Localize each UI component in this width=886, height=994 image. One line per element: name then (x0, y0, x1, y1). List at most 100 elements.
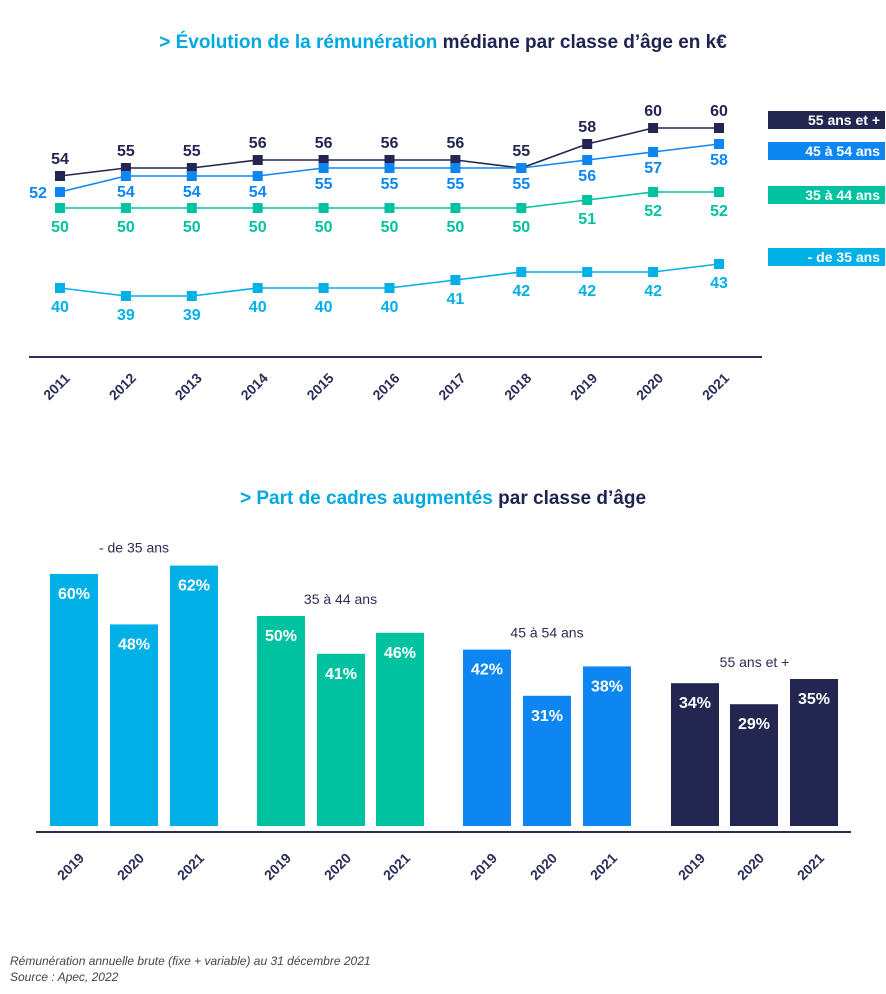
data-label-55-ans-et-2021: 60 (710, 103, 728, 120)
point-de-35-ans-2020 (648, 267, 659, 277)
bar-55-ans-et-2021 (790, 679, 838, 826)
salary-line-chart: 2011 2012 2013 2014 2015 2016 2017 2018 2019 2020… (29, 103, 885, 403)
bar-de-35-ans-2021 (170, 565, 218, 826)
data-label-35-44-ans-2016: 50 (381, 219, 399, 236)
footnote-source: Source : Apec, 2022 (10, 970, 119, 984)
point-45-54-ans-2012 (120, 171, 131, 181)
bar-label-45-54-ans-2019: 42% (471, 662, 503, 679)
bar-label-35-44-ans-2019: 50% (265, 628, 297, 645)
bar-55-ans-et-2020 (730, 704, 778, 826)
line-chart-title: > Évolution de la rémunération médiane p… (0, 32, 886, 54)
bar-de-35-ans-2020 (110, 624, 158, 826)
data-label-45-54-ans-2013: 54 (183, 184, 201, 201)
data-label-35-44-ans-2013: 50 (183, 219, 201, 236)
bar-label-55-ans-et-2019: 34% (679, 695, 711, 712)
point-de-35-ans-2019 (582, 267, 593, 277)
data-label-35-44-ans-2011: 50 (51, 219, 69, 236)
point-45-54-ans-2016 (384, 163, 395, 173)
point-35-44-ans-2011 (55, 203, 65, 213)
point-55-ans-et-2012 (120, 163, 131, 173)
point-de-35-ans-2018 (516, 267, 527, 277)
bar-label-45-54-ans-2020: 31% (531, 708, 563, 725)
bar-45-54-ans-2020 (523, 695, 571, 826)
data-label-35-44-ans-2020: 52 (644, 203, 662, 220)
point-35-44-ans-2013 (186, 203, 197, 213)
data-label-de-35-ans-2014: 40 (249, 299, 267, 316)
line-chart-title-accent: > Évolution de la rémunération (159, 32, 438, 53)
data-label-45-54-ans-2018: 55 (512, 176, 530, 193)
bar-tick-label-45-54-ans-2020: 2020 (527, 850, 560, 883)
bar-label-de-35-ans-2019: 60% (58, 586, 90, 603)
point-de-35-ans-2017 (450, 275, 461, 285)
point-de-35-ans-2021 (714, 259, 724, 269)
point-de-35-ans-2014 (252, 283, 263, 293)
group-label-de-35-ans: - de 35 ans (99, 540, 169, 556)
data-label-55-ans-et-2018: 55 (512, 143, 530, 160)
point-45-54-ans-2017 (450, 163, 461, 173)
bar-tick-label-35-44-ans-2020: 2020 (321, 850, 354, 883)
point-45-54-ans-2015 (318, 163, 329, 173)
point-55-ans-et-2011 (55, 171, 65, 181)
bar-label-de-35-ans-2020: 48% (118, 636, 150, 653)
data-label-de-35-ans-2019: 42 (578, 283, 596, 300)
data-label-45-54-ans-2017: 55 (447, 176, 465, 193)
point-35-44-ans-2019 (582, 195, 593, 205)
footnote-remuneration: Rémunération annuelle brute (fixe + vari… (10, 954, 371, 968)
line-chart-title-rest: médiane par classe d’âge en k€ (437, 32, 727, 53)
data-label-55-ans-et-2011: 54 (51, 151, 69, 168)
point-45-54-ans-2011 (55, 187, 65, 197)
point-55-ans-et-2015 (318, 155, 329, 165)
data-label-de-35-ans-2015: 40 (315, 299, 333, 316)
data-label-45-54-ans-2020: 57 (644, 160, 662, 177)
bar-tick-label-55-ans-et-2020: 2020 (734, 850, 767, 883)
data-label-35-44-ans-2018: 50 (512, 219, 530, 236)
legend-label-55-ans-et: 55 ans et + (808, 112, 880, 128)
bar-35-44-ans-2019 (257, 616, 305, 826)
data-label-55-ans-et-2017: 56 (447, 135, 465, 152)
point-55-ans-et-2020 (648, 123, 659, 133)
group-label-35-44-ans: 35 à 44 ans (304, 591, 377, 607)
data-label-35-44-ans-2017: 50 (447, 219, 465, 236)
point-35-44-ans-2014 (252, 203, 263, 213)
group-label-45-54-ans: 45 à 54 ans (510, 625, 583, 641)
point-35-44-ans-2018 (516, 203, 527, 213)
bar-de-35-ans-2019 (50, 574, 98, 826)
legend-label-de-35-ans: - de 35 ans (808, 249, 881, 265)
legend-swatch-de-35-ans (768, 248, 885, 266)
legend-label-45-54-ans: 45 à 54 ans (805, 143, 880, 159)
bar-45-54-ans-2019 (463, 649, 511, 826)
point-35-44-ans-2021 (714, 187, 724, 197)
data-label-45-54-ans-2012: 54 (117, 184, 135, 201)
data-label-55-ans-et-2014: 56 (249, 135, 267, 152)
group-label-55-ans-et: 55 ans et + (720, 654, 790, 670)
data-label-45-54-ans-2016: 55 (381, 176, 399, 193)
data-label-45-54-ans-2021: 58 (710, 152, 728, 169)
data-label-de-35-ans-2013: 39 (183, 307, 201, 324)
data-label-de-35-ans-2020: 42 (644, 283, 662, 300)
bar-tick-label-45-54-ans-2021: 2021 (587, 850, 620, 883)
bar-tick-label-55-ans-et-2019: 2019 (675, 850, 708, 883)
bar-tick-label-45-54-ans-2019: 2019 (467, 850, 500, 883)
point-55-ans-et-2016 (384, 155, 395, 165)
point-45-54-ans-2019 (582, 155, 593, 165)
data-label-45-54-ans-2015: 55 (315, 176, 333, 193)
point-55-ans-et-2021 (714, 123, 724, 133)
data-label-35-44-ans-2019: 51 (578, 211, 596, 228)
point-35-44-ans-2015 (318, 203, 329, 213)
data-label-45-54-ans-2019: 56 (578, 168, 596, 185)
data-label-55-ans-et-2020: 60 (644, 103, 662, 120)
data-label-35-44-ans-2012: 50 (117, 219, 135, 236)
data-label-45-54-ans-2011: 52 (29, 185, 47, 202)
point-de-35-ans-2011 (55, 283, 65, 293)
legend-swatch-35-44-ans (768, 186, 885, 204)
bar-45-54-ans-2021 (583, 666, 631, 826)
bar-label-55-ans-et-2021: 35% (798, 691, 830, 708)
point-35-44-ans-2016 (384, 203, 395, 213)
data-label-55-ans-et-2013: 55 (183, 143, 201, 160)
bar-35-44-ans-2021 (376, 632, 424, 826)
data-label-55-ans-et-2015: 56 (315, 135, 333, 152)
point-45-54-ans-2013 (186, 171, 197, 181)
data-label-de-35-ans-2021: 43 (710, 275, 728, 292)
point-de-35-ans-2016 (384, 283, 395, 293)
